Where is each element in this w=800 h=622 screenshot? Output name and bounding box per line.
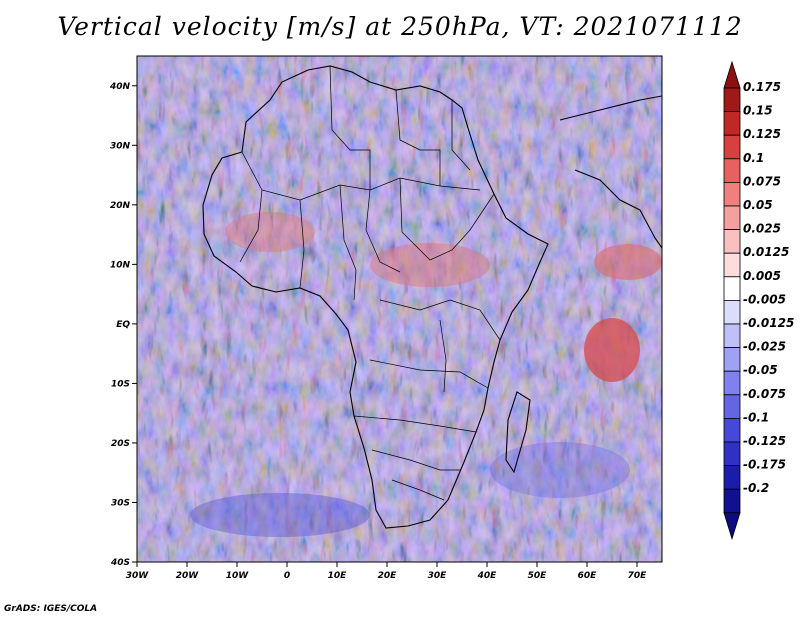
colorbar-swatch: [723, 158, 741, 183]
lat-tick-label: 10S: [111, 379, 130, 389]
colorbar-swatch: [723, 181, 741, 207]
colorbar-label: 0.0125: [743, 245, 789, 259]
colorbar-swatch: [723, 252, 741, 278]
lat-tick-label: 20N: [110, 201, 131, 211]
country-borders: [239, 65, 501, 501]
colorbar-swatch: [723, 229, 741, 254]
colorbar-swatch: [723, 276, 741, 301]
colorbar-label: 0.005: [743, 269, 781, 283]
colorbar-swatch: [723, 347, 741, 372]
colorbar-label: -0.0125: [743, 316, 794, 330]
colorbar: 0.175 0.15 0.125 0.1 0.075 0.05 0.025 0.0125 0.0…: [723, 60, 794, 541]
lat-tick-label: EQ: [116, 320, 130, 330]
lat-tick-label: 30S: [111, 498, 130, 508]
lon-tick-label: 70E: [628, 571, 648, 581]
lat-tick-label: 30N: [110, 141, 131, 151]
colorbar-label: 0.1: [743, 151, 764, 165]
colorbar-label: 0.125: [743, 127, 781, 141]
colorbar-swatch: [723, 299, 741, 325]
colorbar-swatch: [723, 394, 741, 419]
colorbar-swatch: [723, 417, 741, 443]
lon-tick-label: 60E: [578, 571, 598, 581]
lon-tick-label: 40E: [477, 571, 498, 581]
colorbar-label: -0.125: [743, 434, 786, 448]
colorbar-label: -0.005: [743, 292, 786, 306]
latitude-axis: 40N 30N 20N 10N EQ 10S 20S 30S 40S: [109, 82, 137, 568]
colorbar-swatch: [723, 111, 741, 136]
colorbar-swatch: [723, 465, 741, 490]
colorbar-swatch: [723, 488, 741, 514]
colorbar-label: 0.15: [743, 104, 773, 118]
credit-text: GrADS: IGES/COLA: [4, 604, 98, 614]
colorbar-top-arrow: [723, 60, 741, 89]
lon-tick-label: 20W: [176, 571, 200, 581]
colorbar-label: -0.025: [743, 340, 786, 354]
colorbar-label: 0.025: [743, 222, 781, 236]
colorbar-label: -0.05: [743, 363, 778, 377]
longitude-axis: 30W 20W 10W 0 10E 20E 30E 40E 50E 60E 70E: [126, 562, 647, 581]
colorbar-swatch: [723, 87, 741, 113]
colorbar-label: -0.1: [743, 410, 769, 424]
colorbar-bottom-arrow: [723, 512, 741, 541]
colorbar-label: 0.05: [743, 198, 773, 212]
lat-tick-label: 20S: [111, 439, 130, 449]
lon-tick-label: 50E: [528, 571, 548, 581]
lon-tick-label: 10E: [328, 571, 348, 581]
colorbar-swatch: [723, 134, 741, 160]
lon-tick-label: 10W: [226, 571, 250, 581]
colorbar-swatch: [723, 323, 741, 349]
colorbar-label: 0.075: [743, 174, 781, 188]
lat-tick-label: 10N: [110, 260, 131, 270]
map-title: Vertical velocity [m/s] at 250hPa, VT: 2…: [57, 12, 743, 41]
lon-tick-label: 30W: [126, 571, 150, 581]
plot-frame: [136, 55, 663, 563]
lon-tick-label: 30E: [428, 571, 448, 581]
colorbar-label: -0.2: [743, 481, 769, 495]
colorbar-swatch: [723, 441, 741, 467]
colorbar-swatch: [723, 205, 741, 231]
colorbar-label: -0.175: [743, 458, 786, 472]
colorbar-label: 0.175: [743, 80, 781, 94]
lon-tick-label: 20E: [378, 571, 398, 581]
lat-tick-label: 40S: [110, 558, 130, 568]
lat-tick-label: 40N: [109, 82, 131, 92]
colorbar-swatch: [723, 370, 741, 396]
velocity-field: [137, 56, 662, 562]
lon-tick-label: 0: [284, 571, 290, 581]
colorbar-label: -0.075: [743, 387, 786, 401]
